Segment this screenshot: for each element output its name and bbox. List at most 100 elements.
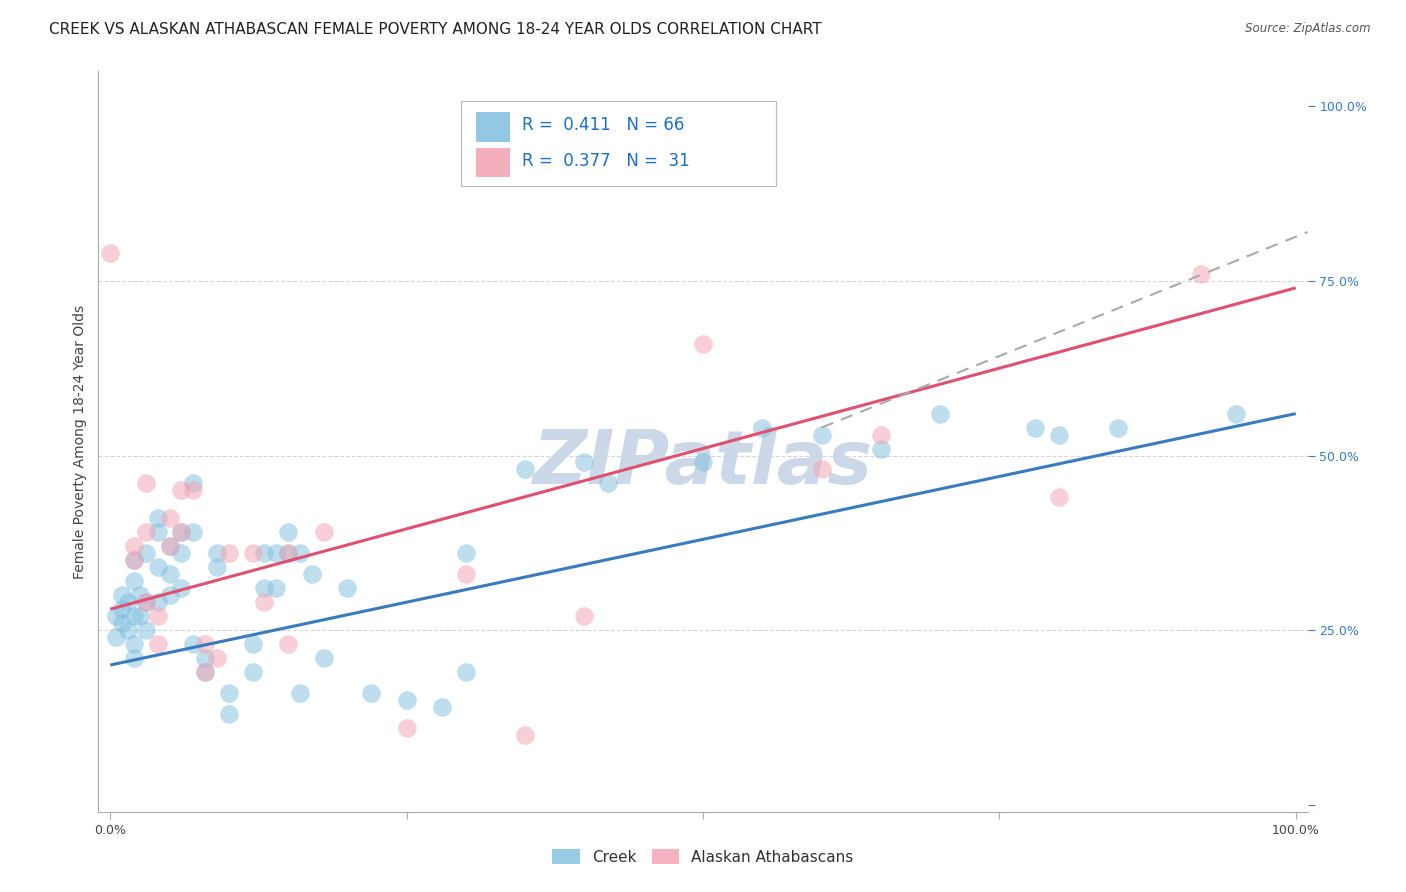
Point (810, 427, 832, 442)
Point (159, 511, 181, 525)
Point (146, 525, 169, 540)
Point (111, 616, 134, 631)
Point (170, 525, 193, 540)
Point (454, 546, 477, 560)
Point (253, 595, 276, 609)
Point (122, 574, 145, 589)
Point (105, 609, 128, 624)
Point (170, 525, 193, 540)
Point (242, 637, 264, 651)
Point (181, 637, 204, 651)
Point (122, 651, 145, 665)
Point (253, 581, 276, 595)
Point (454, 567, 477, 582)
Point (277, 546, 299, 560)
Point (122, 553, 145, 567)
Point (869, 442, 891, 456)
Point (515, 728, 537, 742)
Point (135, 476, 157, 491)
Point (146, 560, 169, 574)
Point (1024, 420, 1046, 434)
Point (1047, 427, 1070, 442)
Point (135, 525, 157, 540)
Point (288, 686, 311, 700)
Point (122, 539, 145, 553)
Point (105, 630, 128, 644)
Point (574, 609, 596, 624)
Point (253, 546, 276, 560)
Bar (475, 147, 509, 178)
Point (360, 686, 382, 700)
Point (205, 560, 228, 574)
Point (312, 651, 335, 665)
Point (117, 623, 139, 637)
Point (135, 546, 157, 560)
Point (264, 546, 287, 560)
Text: ZIPatlas: ZIPatlas (533, 427, 873, 500)
Y-axis label: Female Poverty Among 18-24 Year Olds: Female Poverty Among 18-24 Year Olds (73, 304, 87, 579)
Point (242, 546, 264, 560)
Point (218, 686, 240, 700)
Point (135, 595, 157, 609)
Point (170, 546, 193, 560)
Point (146, 609, 169, 624)
Point (277, 546, 299, 560)
Point (135, 623, 157, 637)
Point (181, 483, 204, 498)
Point (122, 609, 145, 624)
Point (336, 581, 359, 595)
Point (751, 420, 773, 434)
Point (194, 665, 217, 679)
Point (218, 546, 240, 560)
Point (122, 637, 145, 651)
Point (277, 637, 299, 651)
Point (170, 581, 193, 595)
Text: Source: ZipAtlas.com: Source: ZipAtlas.com (1246, 22, 1371, 36)
Point (159, 588, 181, 602)
Point (159, 567, 181, 582)
Point (277, 525, 299, 540)
Point (395, 693, 418, 707)
Point (574, 455, 596, 469)
Legend: Creek, Alaskan Athabascans: Creek, Alaskan Athabascans (546, 843, 860, 871)
Point (205, 651, 228, 665)
Point (181, 525, 204, 540)
Point (170, 483, 193, 498)
Text: CREEK VS ALASKAN ATHABASCAN FEMALE POVERTY AMONG 18-24 YEAR OLDS CORRELATION CHA: CREEK VS ALASKAN ATHABASCAN FEMALE POVER… (49, 22, 823, 37)
Point (111, 588, 134, 602)
Point (929, 407, 952, 421)
Point (146, 595, 169, 609)
Point (692, 455, 714, 469)
Text: R =  0.377   N =  31: R = 0.377 N = 31 (522, 152, 689, 170)
Point (135, 595, 157, 609)
Point (395, 721, 418, 735)
Point (218, 706, 240, 721)
Point (432, 700, 454, 714)
Point (159, 539, 181, 553)
Point (122, 553, 145, 567)
Point (598, 476, 620, 491)
Point (242, 665, 264, 679)
Point (146, 511, 169, 525)
Bar (475, 112, 509, 142)
Point (205, 546, 228, 560)
Point (515, 462, 537, 476)
Point (1107, 420, 1129, 434)
Point (454, 665, 477, 679)
Point (810, 462, 832, 476)
Point (1047, 491, 1070, 505)
Point (111, 602, 134, 616)
Point (181, 476, 204, 491)
Point (194, 665, 217, 679)
Point (146, 637, 169, 651)
Point (869, 427, 891, 442)
Point (264, 581, 287, 595)
Point (159, 539, 181, 553)
Point (692, 336, 714, 351)
Text: R =  0.411   N = 66: R = 0.411 N = 66 (522, 117, 683, 135)
Point (129, 609, 152, 624)
FancyBboxPatch shape (461, 101, 776, 186)
Point (194, 651, 217, 665)
Point (98, 246, 121, 260)
Point (117, 595, 139, 609)
